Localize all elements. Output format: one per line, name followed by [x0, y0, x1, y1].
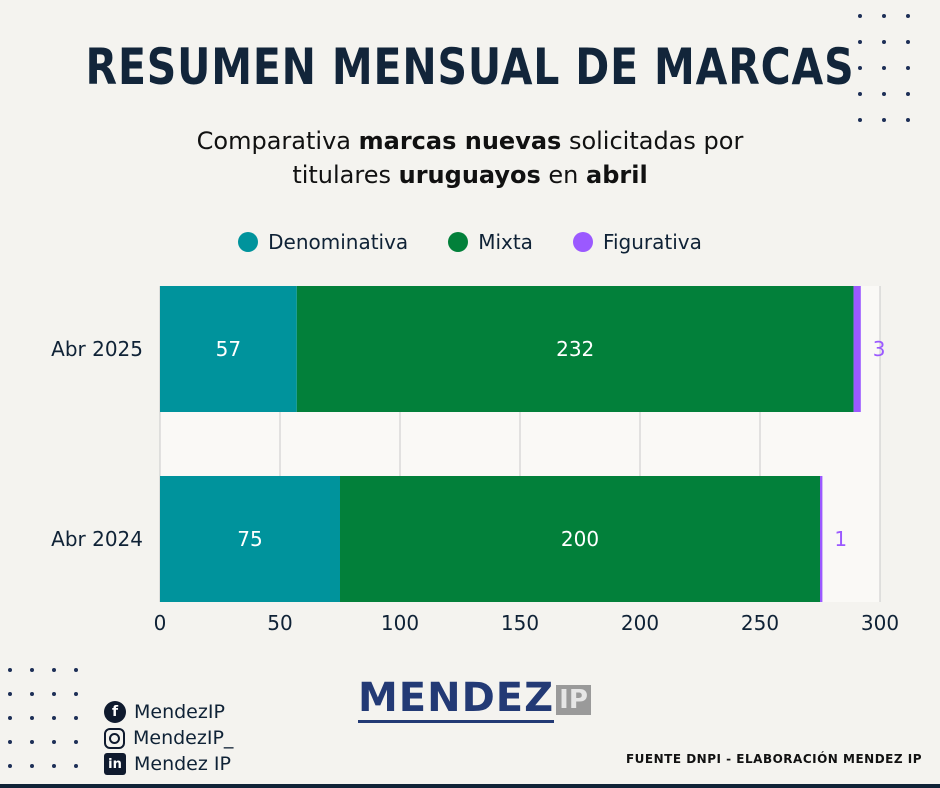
category-label-1: Abr 2024: [51, 527, 143, 551]
brand-logo: MENDEZ IP: [358, 678, 591, 723]
decorative-dot: [882, 118, 886, 122]
bar-figurativa-0: [853, 286, 861, 412]
x-tick-label-300: 300: [861, 611, 899, 635]
decorative-dot: [882, 40, 886, 44]
decorative-dot: [8, 740, 12, 744]
bar-figurativa-1: [820, 476, 823, 602]
data-label-figurativa-0: 3: [873, 337, 886, 361]
bar-mixta-0: [296, 286, 854, 412]
decorative-dot: [30, 740, 34, 744]
bar-denominativa-1: [160, 476, 340, 602]
chart-legend: Denominativa Mixta Figurativa: [0, 230, 940, 254]
decorative-dot: [906, 92, 910, 96]
data-label-denominativa-1: 75: [237, 527, 262, 551]
x-tick-label-0: 0: [154, 611, 167, 635]
instagram-icon: [104, 727, 125, 749]
x-tick-label-200: 200: [621, 611, 659, 635]
decorative-dot: [906, 66, 910, 70]
x-tick-label-100: 100: [381, 611, 419, 635]
legend-item-figurativa: Figurativa: [572, 230, 702, 254]
decorative-dot: [52, 668, 56, 672]
decorative-dot: [8, 668, 12, 672]
x-tick-label-250: 250: [741, 611, 779, 635]
subtitle: Comparativa marcas nuevas solicitadas po…: [196, 127, 744, 189]
legend-item-denominativa: Denominativa: [238, 230, 408, 254]
decorative-dot: [74, 716, 78, 720]
decorative-dot: [30, 764, 34, 768]
decorative-dot: [52, 692, 56, 696]
page-title: RESUMEN MENSUAL DE MARCAS: [85, 38, 855, 96]
logo-text: MENDEZ: [358, 675, 555, 723]
decorative-dot: [882, 14, 886, 18]
x-tick-label-150: 150: [501, 611, 539, 635]
decorative-dot: [882, 92, 886, 96]
decorative-dot: [858, 92, 862, 96]
decorative-dot: [30, 668, 34, 672]
decorative-dot: [52, 716, 56, 720]
legend-dot-figurativa: [572, 232, 593, 252]
decorative-dot: [858, 14, 862, 18]
social-instagram-label: MendezIP_: [133, 727, 234, 749]
decorative-dot: [52, 764, 56, 768]
decorative-dot: [906, 40, 910, 44]
decorative-dot: [858, 118, 862, 122]
decorative-dot: [52, 740, 56, 744]
decorative-dot: [30, 716, 34, 720]
data-label-figurativa-1: 1: [834, 527, 847, 551]
logo-ip-badge: IP: [556, 685, 591, 715]
source-note: FUENTE DNPI - ELABORACIÓN MENDEZ IP: [625, 752, 922, 766]
stacked-bar-chart: 0 50 100 150 200 250 300 Abr 2025 57 232 3 Abr 2024…: [51, 286, 899, 635]
data-label-mixta-0: 232: [556, 337, 594, 361]
legend-label-mixta: Mixta: [478, 230, 533, 254]
social-instagram[interactable]: MendezIP_: [104, 725, 233, 751]
legend-dot-mixta: [448, 232, 469, 252]
social-facebook-label: MendezIP: [134, 701, 225, 723]
decorative-dot: [906, 118, 910, 122]
decorative-dot: [858, 66, 862, 70]
social-facebook[interactable]: f MendezIP: [104, 699, 233, 725]
category-label-0: Abr 2025: [51, 337, 143, 361]
bar-mixta-1: [340, 476, 820, 602]
decorative-dot: [882, 66, 886, 70]
decorative-dot: [906, 14, 910, 18]
bottom-bar: [0, 784, 940, 788]
social-linkedin[interactable]: in Mendez IP: [104, 751, 233, 777]
decorative-dot: [74, 692, 78, 696]
decorative-dot: [74, 740, 78, 744]
decorative-dot: [74, 764, 78, 768]
bar-denominativa-0: [160, 286, 297, 412]
legend-label-denominativa: Denominativa: [268, 230, 409, 254]
data-label-denominativa-0: 57: [216, 337, 241, 361]
linkedin-icon: in: [104, 753, 126, 775]
legend-dot-denominativa: [238, 232, 259, 252]
legend-item-mixta: Mixta: [448, 230, 533, 254]
decorative-dot: [30, 692, 34, 696]
data-label-mixta-1: 200: [561, 527, 599, 551]
decorative-dot: [8, 764, 12, 768]
facebook-icon: f: [104, 701, 126, 723]
social-linkedin-label: Mendez IP: [134, 753, 231, 775]
decorative-dot: [8, 692, 12, 696]
decorative-dot: [858, 40, 862, 44]
x-tick-label-50: 50: [267, 611, 292, 635]
decorative-dot: [74, 668, 78, 672]
social-links: f MendezIP MendezIP_ in Mendez IP: [104, 699, 233, 777]
decorative-dot: [8, 716, 12, 720]
legend-label-figurativa: Figurativa: [602, 230, 702, 254]
